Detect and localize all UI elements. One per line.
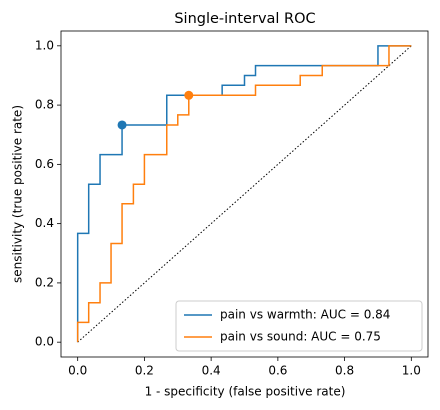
x-tick-label: 0.0 <box>68 364 87 378</box>
operating-point <box>184 90 194 100</box>
y-tick-label: 0.4 <box>35 216 54 230</box>
plot-frame <box>60 30 429 358</box>
legend-label: pain vs sound: AUC = 0.75 <box>220 330 381 344</box>
x-tick-label: 0.8 <box>335 364 354 378</box>
x-tick-label: 1.0 <box>402 364 421 378</box>
x-axis-label: 1 - specificity (false positive rate) <box>145 385 346 399</box>
y-tick-label: 0.2 <box>35 275 54 289</box>
series-line <box>76 45 412 343</box>
y-tick-label: 0.8 <box>35 98 54 112</box>
x-tick-label: 0.2 <box>135 364 154 378</box>
legend-label: pain vs warmth: AUC = 0.84 <box>220 308 390 322</box>
x-tick-label: 0.6 <box>268 364 287 378</box>
legend-box <box>175 300 423 352</box>
reference-line <box>77 45 412 343</box>
chart-title: Single-interval ROC <box>174 11 315 27</box>
y-tick-label: 1.0 <box>35 38 54 52</box>
y-tick-label: 0.0 <box>35 335 54 349</box>
series-line <box>76 45 412 343</box>
operating-point <box>117 120 127 130</box>
y-axis-label: sensitivity (true positive rate) <box>11 105 25 283</box>
y-tick-label: 0.6 <box>35 157 54 171</box>
x-tick-label: 0.4 <box>202 364 221 378</box>
